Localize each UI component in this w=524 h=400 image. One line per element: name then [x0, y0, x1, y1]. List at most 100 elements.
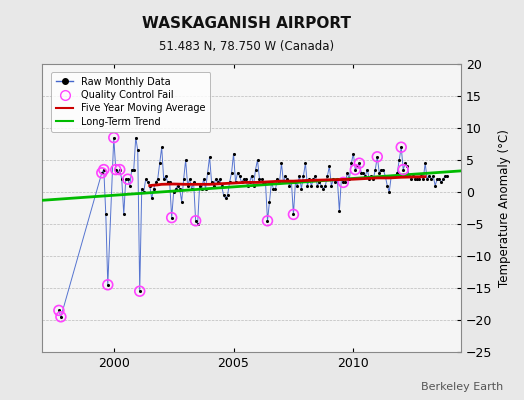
Point — [343, 170, 352, 176]
Point — [178, 198, 186, 205]
Point — [54, 307, 63, 314]
Point — [369, 176, 377, 182]
Point — [211, 176, 220, 182]
Point — [439, 176, 447, 182]
Point — [399, 166, 408, 173]
Point — [213, 179, 222, 186]
Point — [117, 176, 126, 182]
Point — [425, 173, 433, 179]
Point — [134, 147, 142, 154]
Point — [119, 211, 128, 218]
Point — [429, 173, 438, 179]
Point — [357, 170, 366, 176]
Point — [333, 176, 342, 182]
Point — [295, 173, 303, 179]
Point — [221, 195, 230, 202]
Point — [339, 179, 347, 186]
Point — [341, 179, 350, 186]
Point — [345, 176, 354, 182]
Point — [179, 176, 188, 182]
Point — [198, 186, 206, 192]
Point — [220, 192, 228, 198]
Point — [239, 176, 248, 182]
Point — [437, 179, 445, 186]
Point — [227, 170, 236, 176]
Point — [275, 179, 283, 186]
Point — [253, 157, 261, 163]
Point — [433, 176, 441, 182]
Point — [156, 160, 164, 166]
Point — [291, 179, 300, 186]
Point — [389, 173, 397, 179]
Point — [169, 189, 178, 195]
Point — [223, 192, 232, 198]
Point — [100, 166, 108, 173]
Point — [193, 221, 202, 227]
Point — [104, 282, 112, 288]
Point — [137, 186, 146, 192]
Point — [112, 166, 120, 173]
Point — [409, 173, 418, 179]
Point — [417, 173, 425, 179]
Point — [188, 186, 196, 192]
Point — [235, 173, 244, 179]
Point — [102, 211, 110, 218]
Point — [385, 189, 394, 195]
Point — [397, 144, 406, 150]
Point — [217, 182, 226, 189]
Point — [379, 166, 387, 173]
Point — [351, 166, 359, 173]
Point — [405, 173, 413, 179]
Point — [252, 166, 260, 173]
Point — [54, 307, 63, 314]
Point — [323, 173, 332, 179]
Point — [367, 173, 376, 179]
Text: Berkeley Earth: Berkeley Earth — [421, 382, 503, 392]
Point — [311, 173, 320, 179]
Point — [195, 182, 204, 189]
Point — [309, 176, 318, 182]
Point — [124, 176, 132, 182]
Point — [136, 288, 144, 294]
Point — [181, 157, 190, 163]
Point — [263, 218, 271, 224]
Point — [191, 218, 200, 224]
Point — [149, 186, 158, 192]
Point — [263, 218, 271, 224]
Point — [301, 160, 310, 166]
Point — [154, 176, 162, 182]
Point — [365, 176, 374, 182]
Point — [274, 176, 282, 182]
Point — [257, 176, 266, 182]
Point — [421, 160, 429, 166]
Point — [141, 176, 150, 182]
Point — [293, 182, 302, 189]
Point — [359, 170, 367, 176]
Point — [249, 182, 258, 189]
Point — [97, 170, 106, 176]
Point — [299, 173, 308, 179]
Point — [395, 157, 403, 163]
Point — [331, 179, 340, 186]
Point — [148, 195, 156, 202]
Point — [391, 173, 399, 179]
Point — [431, 182, 439, 189]
Point — [393, 170, 401, 176]
Point — [375, 170, 384, 176]
Point — [317, 182, 325, 189]
Point — [327, 182, 335, 189]
Point — [97, 170, 106, 176]
Point — [373, 154, 381, 160]
Point — [208, 179, 216, 186]
Point — [289, 211, 298, 218]
Point — [287, 179, 296, 186]
Point — [166, 179, 174, 186]
Point — [381, 173, 389, 179]
Point — [319, 186, 328, 192]
Point — [158, 144, 166, 150]
Point — [201, 186, 210, 192]
Point — [144, 179, 152, 186]
Point — [373, 154, 381, 160]
Point — [361, 173, 369, 179]
Point — [329, 176, 337, 182]
